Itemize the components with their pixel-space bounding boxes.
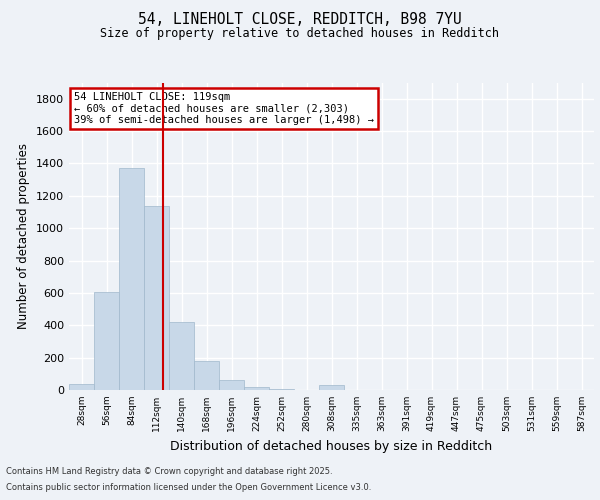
Bar: [119, 168, 144, 390]
Bar: [319, 385, 344, 390]
Text: 54 LINEHOLT CLOSE: 119sqm
← 60% of detached houses are smaller (2,303)
39% of se: 54 LINEHOLT CLOSE: 119sqm ← 60% of detac…: [74, 92, 374, 125]
Bar: [69, 384, 94, 390]
Bar: [169, 322, 194, 390]
Text: 54, LINEHOLT CLOSE, REDDITCH, B98 7YU: 54, LINEHOLT CLOSE, REDDITCH, B98 7YU: [138, 12, 462, 28]
Text: Contains HM Land Registry data © Crown copyright and database right 2025.: Contains HM Land Registry data © Crown c…: [6, 467, 332, 476]
Bar: [244, 387, 269, 390]
Bar: [194, 361, 219, 390]
X-axis label: Distribution of detached houses by size in Redditch: Distribution of detached houses by size …: [170, 440, 493, 452]
Bar: [219, 380, 244, 390]
Text: Size of property relative to detached houses in Redditch: Size of property relative to detached ho…: [101, 28, 499, 40]
Bar: [94, 292, 119, 390]
Bar: [144, 206, 169, 390]
Y-axis label: Number of detached properties: Number of detached properties: [17, 143, 31, 329]
Text: Contains public sector information licensed under the Open Government Licence v3: Contains public sector information licen…: [6, 484, 371, 492]
Bar: [269, 389, 294, 390]
